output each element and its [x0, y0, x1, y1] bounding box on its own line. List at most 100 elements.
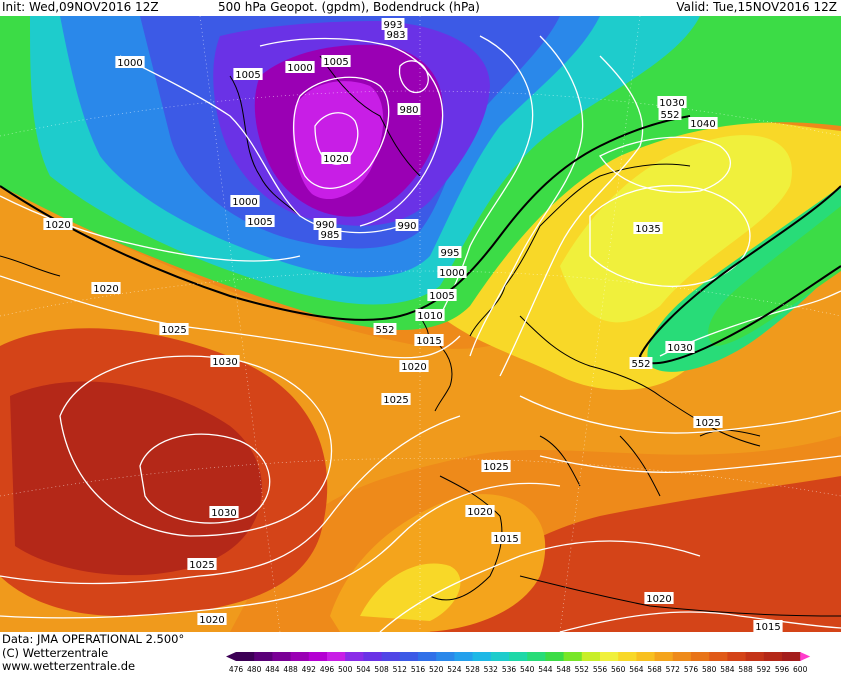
isobar-label-text: 1015 — [493, 534, 518, 545]
isobar-label-36: 1025 — [187, 558, 217, 571]
legend-tick-label: 560 — [611, 665, 626, 674]
isobar-label-17: 1035 — [633, 222, 663, 235]
isobar-label-text: 993 — [383, 20, 402, 31]
legend-tick-label: 532 — [484, 665, 499, 674]
legend-cell — [236, 652, 255, 661]
legend-tick-label: 588 — [738, 665, 753, 674]
isobar-label-28: 1030 — [210, 355, 240, 368]
isobar-label-text: 1000 — [287, 63, 312, 74]
weather-map: 9939831000100510001005980103055210401020… — [0, 16, 841, 632]
isobar-label-text: 1030 — [659, 98, 684, 109]
isobar-label-21: 1005 — [427, 289, 457, 302]
legend-cell — [436, 652, 455, 661]
legend-tick-label: 556 — [593, 665, 608, 674]
legend-tick-label: 528 — [465, 665, 480, 674]
legend-cell — [490, 652, 510, 661]
isobar-label-text: 995 — [440, 248, 459, 259]
isobar-label-32: 1025 — [481, 460, 511, 473]
coastlines — [0, 55, 841, 617]
legend-cell — [308, 652, 328, 661]
legend-tick-label: 480 — [247, 665, 262, 674]
isobar-label-8: 552 — [658, 108, 682, 121]
legend-cell — [399, 652, 419, 661]
legend-cell — [472, 652, 492, 661]
contour-552-north — [0, 115, 691, 321]
isobar-label-text: 1020 — [401, 362, 426, 373]
legend-cell — [618, 652, 637, 661]
isobar-label-text: 1020 — [45, 220, 70, 231]
south-red — [430, 476, 841, 632]
isobar-label-6: 980 — [397, 103, 421, 116]
footer: Data: JMA OPERATIONAL 2.500° (C) Wetterz… — [2, 632, 185, 674]
legend-arrow-left — [226, 652, 236, 661]
legend-cell — [545, 652, 565, 661]
isobar-label-29: 1020 — [399, 360, 429, 373]
legend-tick-label: 600 — [793, 665, 808, 674]
legend-cell — [563, 652, 583, 661]
isobar-label-text: 552 — [660, 110, 679, 121]
legend-tick-label: 520 — [429, 665, 444, 674]
isobar-label-text: 1005 — [429, 291, 454, 302]
legend-tick-label: 576 — [684, 665, 699, 674]
color-scale-legend: 476 480 484 488 492 496 500 504 508 512 516 520 524 5… — [226, 652, 811, 674]
legend-arrow-right — [800, 652, 811, 661]
isobar-label-10: 1020 — [321, 152, 351, 165]
legend-tick-label: 548 — [556, 665, 571, 674]
legend-cell — [254, 652, 273, 661]
valid-time: Valid: Tue,15NOV2016 12Z — [676, 0, 837, 14]
isobar-label-9: 1040 — [688, 117, 718, 130]
legend-tick-label: 500 — [338, 665, 353, 674]
legend-cell — [272, 652, 292, 661]
website-url: www.wetterzentrale.de — [2, 659, 136, 673]
isobar-label-3: 1005 — [233, 68, 263, 81]
isobar-label-text: 1000 — [439, 268, 464, 279]
isobar-label-31: 1025 — [693, 416, 723, 429]
isobar-label-text: 1020 — [93, 284, 118, 295]
isobar-label-4: 1000 — [285, 61, 315, 74]
isobar-label-text: 1020 — [323, 154, 348, 165]
legend-tick-label: 584 — [720, 665, 735, 674]
isobar-label-27: 552 — [629, 357, 653, 370]
copyright: (C) Wetterzentrale — [2, 645, 109, 660]
legend-cell — [672, 652, 692, 661]
data-source: Data: JMA OPERATIONAL 2.500° — [2, 632, 185, 646]
legend-cell — [709, 652, 728, 661]
legend-tick-label: 492 — [302, 665, 317, 674]
legend-tick-label: 516 — [411, 665, 426, 674]
legend-cell — [454, 652, 474, 661]
isobar-label-33: 1020 — [465, 505, 495, 518]
isobar-label-text: 1015 — [755, 622, 780, 632]
isobar-label-5: 1005 — [321, 55, 351, 68]
isobar-label-text: 1005 — [247, 217, 272, 228]
isobar-label-22: 1010 — [415, 309, 445, 322]
isobar-label-text: 1025 — [483, 462, 508, 473]
legend-tick-label: 504 — [356, 665, 371, 674]
trough-magenta — [292, 81, 384, 200]
isobar-label-34: 1030 — [209, 506, 239, 519]
isobar-label-text: 1020 — [646, 594, 671, 605]
isobar-label-35: 1015 — [491, 532, 521, 545]
isobar-label-text: 1025 — [161, 325, 186, 336]
isobar-label-25: 1015 — [414, 334, 444, 347]
isobar-label-text: 1000 — [117, 58, 142, 69]
legend-cell — [581, 652, 601, 661]
isobar-label-26: 1030 — [665, 341, 695, 354]
isobar-label-23: 1025 — [159, 323, 189, 336]
isobar-label-14: 985 — [318, 228, 342, 241]
legend-cell — [600, 652, 619, 661]
legend-cell — [654, 652, 674, 661]
isobars — [0, 35, 841, 632]
legend-cell — [418, 652, 437, 661]
isobar-label-text: 1020 — [199, 615, 224, 626]
isobar-label-text: 983 — [386, 30, 405, 41]
legend-cell — [527, 652, 546, 661]
iberia-yellow — [360, 563, 461, 621]
legend-cell — [691, 652, 710, 661]
isobar-label-18: 995 — [438, 246, 462, 259]
isobar-label-12: 1005 — [245, 215, 275, 228]
isobar-label-16: 1020 — [43, 218, 73, 231]
isobar-label-1: 983 — [384, 28, 408, 41]
isobar-label-text: 1010 — [417, 311, 442, 322]
isobar-label-19: 1000 — [437, 266, 467, 279]
isobar-label-15: 990 — [395, 219, 419, 232]
